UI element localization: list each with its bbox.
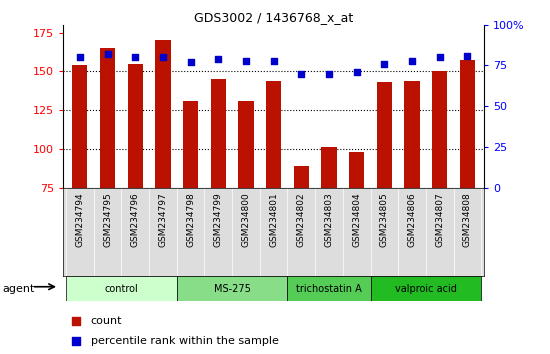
Point [408,58,416,63]
Bar [432,71,447,188]
Bar [66,276,177,301]
Text: GSM234796: GSM234796 [131,192,140,247]
Bar [100,48,115,188]
Point [131,55,140,60]
Bar [460,61,475,188]
Point [75,55,84,60]
Point [270,58,278,63]
Bar [177,276,288,301]
Point [297,71,306,76]
Point [186,59,195,65]
Text: valproic acid: valproic acid [395,284,457,293]
Bar [266,81,281,188]
Point [352,69,361,75]
Text: GSM234797: GSM234797 [158,192,167,247]
Point [158,55,167,60]
Bar [288,276,371,301]
Text: count: count [91,316,122,326]
Text: GSM234803: GSM234803 [324,192,333,247]
Text: control: control [104,284,138,293]
Bar [404,81,420,188]
Text: GSM234804: GSM234804 [352,192,361,247]
Bar [72,65,87,188]
Text: GSM234806: GSM234806 [408,192,416,247]
Text: percentile rank within the sample: percentile rank within the sample [91,336,278,346]
Text: GSM234807: GSM234807 [435,192,444,247]
Bar [211,79,226,188]
Text: GSM234794: GSM234794 [75,192,84,247]
Point [214,56,223,62]
Bar [155,40,170,188]
Text: agent: agent [3,284,35,293]
Point [241,58,250,63]
Text: GSM234802: GSM234802 [297,192,306,247]
Text: trichostatin A: trichostatin A [296,284,362,293]
Bar [183,101,198,188]
Bar [377,82,392,188]
Point [380,61,389,67]
Point [435,55,444,60]
Text: GDS3002 / 1436768_x_at: GDS3002 / 1436768_x_at [194,11,353,24]
Text: GSM234801: GSM234801 [269,192,278,247]
Text: GSM234805: GSM234805 [380,192,389,247]
Bar [128,64,143,188]
Text: GSM234808: GSM234808 [463,192,472,247]
Bar [371,276,481,301]
Bar [294,166,309,188]
Text: GSM234798: GSM234798 [186,192,195,247]
Bar [238,101,254,188]
Point [72,318,80,324]
Bar [349,152,364,188]
Point [72,338,80,344]
Bar [321,147,337,188]
Point [103,51,112,57]
Text: GSM234800: GSM234800 [241,192,250,247]
Text: MS-275: MS-275 [213,284,251,293]
Point [463,53,472,58]
Text: GSM234799: GSM234799 [214,192,223,247]
Text: GSM234795: GSM234795 [103,192,112,247]
Point [324,71,333,76]
